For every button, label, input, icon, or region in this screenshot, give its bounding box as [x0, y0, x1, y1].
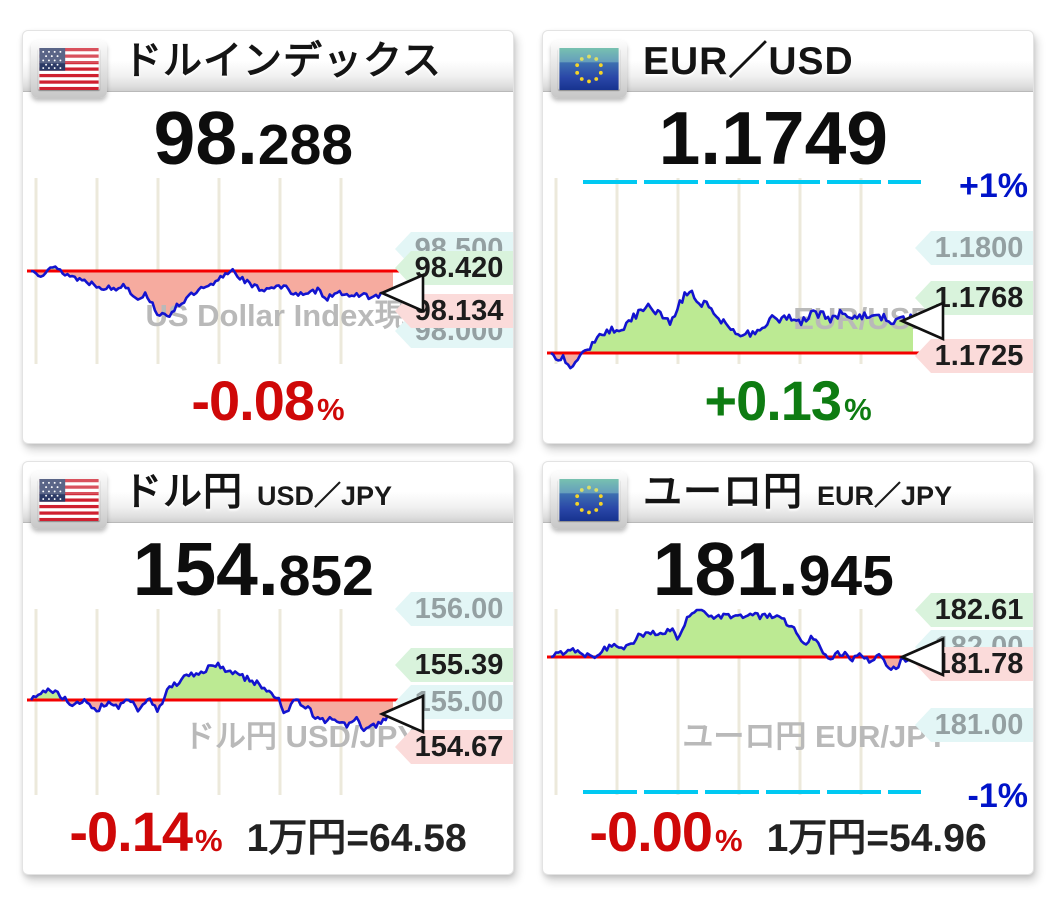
low-price-label: 98.134: [395, 294, 513, 328]
eu-flag-icon: [551, 471, 627, 529]
panel-usdjpy[interactable]: ドル円 USD／JPY 154.852 ドル円 USD/JPY 156.00 15…: [22, 461, 514, 875]
panel-title: ドルインデックス: [123, 38, 456, 94]
grid-price-label: 156.00: [395, 592, 513, 626]
change-value: +0.13: [704, 369, 842, 432]
sparkline-chart: EUR/USD: [543, 176, 1033, 391]
rate-board: ドルインデックス 98.288 US Dollar Index現物 98.500…: [22, 30, 1034, 875]
panel-eurusd[interactable]: EUR／USD 1.1749 EUR/USD +1% 1.1800 1.1768…: [542, 30, 1034, 444]
change-value: -0.14: [69, 800, 193, 863]
price-integer: 1.1749: [658, 96, 888, 180]
panel-title: ドル円 USD／JPY: [123, 469, 392, 525]
instrument-name: ドル円: [123, 471, 244, 514]
chart-dollar-index: US Dollar Index現物 98.500 98.420 98.134 9…: [23, 176, 513, 388]
instrument-name: ユーロ円: [643, 471, 804, 514]
price-decimals: 852: [278, 544, 374, 608]
high-price-label: 1.1768: [915, 281, 1033, 315]
price-cursor-icon: [379, 272, 427, 314]
grid-price-label: 1.1800: [915, 231, 1033, 265]
eu-flag-icon: [551, 40, 627, 98]
sparkline-chart: US Dollar Index現物: [23, 176, 513, 391]
sparkline-chart: ユーロ円 EUR/JPY: [543, 607, 1033, 822]
current-price: 154.852: [23, 526, 484, 612]
panel-eurjpy[interactable]: ユーロ円 EUR／JPY 181.945 ユーロ円 EUR/JPY 182.61 …: [542, 461, 1034, 875]
change-value: -0.00: [589, 800, 713, 863]
panel-header: ユーロ円 EUR／JPY: [543, 462, 1033, 529]
chart-usdjpy: ドル円 USD/JPY 156.00 155.39 155.00 154.67: [23, 592, 513, 822]
low-price-label: 154.67: [395, 730, 513, 764]
change-value: -0.08: [191, 369, 315, 432]
minus-one-percent-label: -1%: [967, 777, 1028, 815]
price-integer: 181.: [652, 527, 799, 611]
instrument-pair: USD／JPY: [257, 481, 393, 511]
price-cursor-icon: [379, 693, 427, 735]
instrument-name: EUR／USD: [643, 40, 854, 83]
panel-header: EUR／USD: [543, 31, 1033, 98]
daily-change: -0.08%: [23, 368, 513, 433]
panel-title: ユーロ円 EUR／JPY: [643, 469, 952, 525]
panel-header: ドル円 USD／JPY: [23, 462, 513, 529]
chart-eurjpy: ユーロ円 EUR/JPY 182.61 182.00 181.78 181.00…: [543, 593, 1033, 822]
chart-eurusd: EUR/USD +1% 1.1800 1.1768 1.1725: [543, 167, 1033, 391]
panel-title: EUR／USD: [643, 38, 868, 94]
high-price-label: 98.420: [395, 251, 513, 285]
instrument-pair: EUR／JPY: [817, 481, 953, 511]
percent-sign: %: [715, 823, 743, 858]
high-price-label: 155.39: [395, 648, 513, 682]
jpy-per-10000-label: 1万円=54.96: [766, 817, 987, 860]
grid-price-label: 181.00: [915, 708, 1033, 742]
instrument-name: ドルインデックス: [123, 40, 442, 83]
svg-text:ユーロ円 EUR/JPY: ユーロ円 EUR/JPY: [682, 719, 948, 754]
percent-sign: %: [317, 392, 345, 427]
daily-change: -0.00% 1万円=54.96: [543, 799, 1033, 864]
panel-header: ドルインデックス: [23, 31, 513, 98]
svg-text:ドル円 USD/JPY: ドル円 USD/JPY: [184, 719, 419, 754]
price-decimals: 288: [257, 113, 353, 177]
price-integer: 98.: [153, 96, 258, 180]
plus-one-percent-label: +1%: [959, 167, 1028, 205]
low-price-label: 1.1725: [915, 339, 1033, 373]
daily-change: -0.14% 1万円=64.58: [23, 799, 513, 864]
jpy-per-10000-label: 1万円=64.58: [246, 817, 467, 860]
current-price: 181.945: [543, 526, 1004, 612]
sparkline-chart: ドル円 USD/JPY: [23, 607, 513, 822]
high-price-label: 182.61: [915, 593, 1033, 627]
percent-sign: %: [844, 392, 872, 427]
svg-text:US Dollar Index現物: US Dollar Index現物: [145, 298, 436, 333]
price-cursor-icon: [899, 300, 947, 342]
panel-dollar-index[interactable]: ドルインデックス 98.288 US Dollar Index現物 98.500…: [22, 30, 514, 444]
price-cursor-icon: [899, 636, 947, 678]
current-price: 98.288: [23, 95, 484, 181]
current-price: 1.1749: [543, 95, 1004, 181]
daily-change: +0.13%: [543, 368, 1033, 433]
price-integer: 154.: [132, 527, 279, 611]
us-flag-icon: [31, 471, 107, 529]
percent-sign: %: [195, 823, 223, 858]
us-flag-icon: [31, 40, 107, 98]
price-decimals: 945: [798, 544, 894, 608]
